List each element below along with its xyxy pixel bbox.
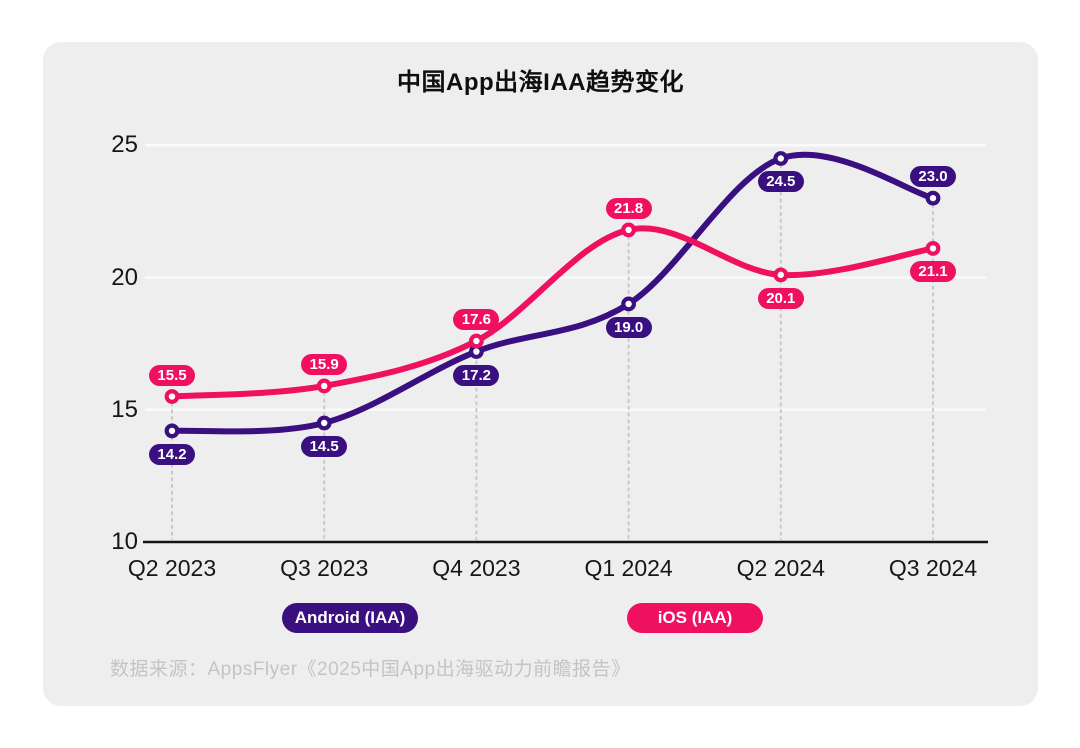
data-point-marker xyxy=(925,241,941,256)
data-label: 21.1 xyxy=(910,261,956,283)
data-label: 23.0 xyxy=(910,166,956,188)
data-source-note: 数据来源：AppsFlyer《2025中国App出海驱动力前瞻报告》 xyxy=(110,659,631,680)
data-label: 21.8 xyxy=(605,197,652,219)
data-label: 14.5 xyxy=(301,435,348,457)
data-point-marker xyxy=(164,423,180,439)
data-point-marker xyxy=(316,415,332,431)
y-tick-label: 10 xyxy=(111,528,138,555)
data-point-marker xyxy=(469,333,484,349)
data-point-marker xyxy=(621,222,636,238)
x-tick-label: Q3 2024 xyxy=(888,555,978,581)
legend-android-badge: Android (IAA) xyxy=(282,603,418,633)
chart-title: 中国App出海IAA趋势变化 xyxy=(397,69,684,96)
data-label: 20.1 xyxy=(757,287,804,309)
x-tick-label: Q4 2023 xyxy=(432,555,521,581)
data-point-marker xyxy=(773,267,789,283)
data-point-marker xyxy=(164,389,180,404)
data-point-marker xyxy=(316,378,332,394)
y-tick-label: 20 xyxy=(111,263,138,291)
data-label: 17.6 xyxy=(453,308,500,330)
ios-series-line xyxy=(169,225,936,400)
data-point-marker xyxy=(773,151,789,166)
data-point-marker xyxy=(925,190,941,206)
legend-android-label: Android (IAA) xyxy=(294,608,406,627)
legend-ios-badge: iOS (IAA) xyxy=(627,603,763,633)
data-label: 15.9 xyxy=(301,353,348,375)
y-tick-label: 15 xyxy=(111,395,138,423)
x-tick-label: Q1 2024 xyxy=(584,555,673,581)
x-tick-label: Q3 2023 xyxy=(280,555,369,581)
android-series-line xyxy=(169,151,936,435)
data-label: 14.2 xyxy=(149,443,195,465)
y-tick-label: 25 xyxy=(111,131,138,159)
chart-card xyxy=(43,42,1038,706)
data-label: 24.5 xyxy=(757,171,804,193)
data-label: 19.0 xyxy=(605,316,652,338)
data-label: 17.2 xyxy=(453,364,500,386)
data-label: 15.5 xyxy=(149,364,195,386)
data-point-marker xyxy=(621,296,636,312)
x-tick-label: Q2 2023 xyxy=(127,555,217,581)
x-tick-label: Q2 2024 xyxy=(736,555,825,581)
legend-ios-label: iOS (IAA) xyxy=(657,608,733,627)
